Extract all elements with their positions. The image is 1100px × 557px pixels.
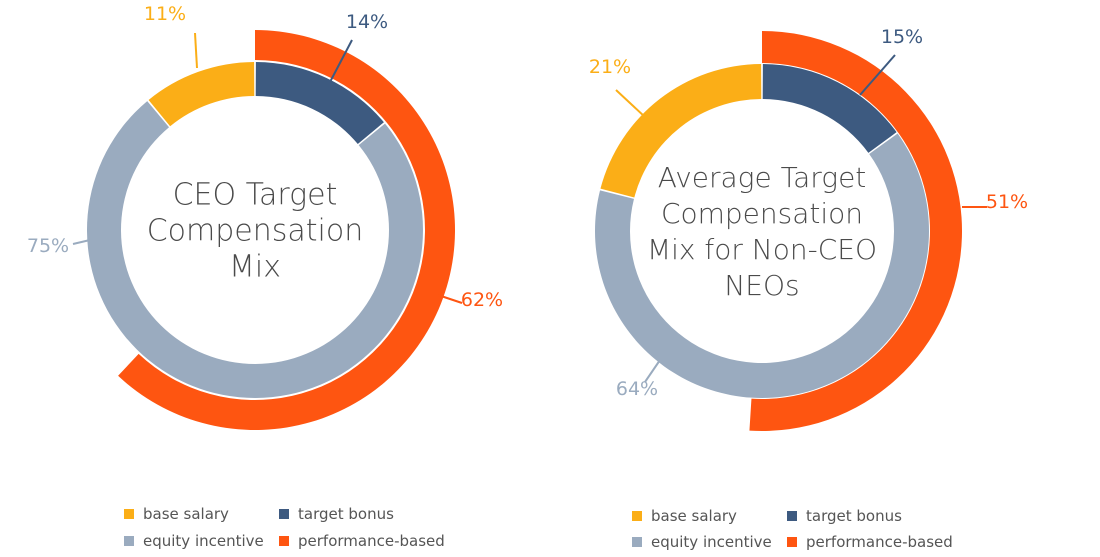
data-label-performance-based: 62%: [461, 289, 503, 311]
legend-swatch-performance-based: [279, 536, 289, 546]
leader-line: [644, 359, 661, 383]
leader-line: [329, 39, 353, 83]
legend-item-target-bonus: target bonus: [787, 507, 902, 525]
slice-base-salary: [148, 62, 255, 127]
legend-item-equity-incentive: equity incentive: [124, 532, 264, 550]
legend-label: target bonus: [806, 507, 902, 525]
legend-item-base-salary: base salary: [632, 507, 737, 525]
chart-title-line: Mix: [229, 250, 281, 285]
slice-base-salary: [600, 64, 762, 198]
chart-title-line: Mix for Non-CEO: [647, 233, 877, 266]
chart-title-line: Compensation: [147, 214, 364, 249]
chart-title-line: CEO Target: [173, 178, 338, 213]
legend-swatch-equity-incentive: [124, 536, 134, 546]
data-label-equity-incentive: 64%: [616, 378, 658, 400]
legend-item-performance-based: performance-based: [279, 532, 445, 550]
legend-swatch-target-bonus: [787, 511, 797, 521]
slice-performance-based-outer: [749, 31, 963, 432]
chart-title-line: Average Target: [658, 161, 867, 194]
legend-label: equity incentive: [143, 532, 264, 550]
legend-item-target-bonus: target bonus: [279, 505, 394, 523]
legend-label: base salary: [143, 505, 229, 523]
data-label-base-salary: 21%: [589, 56, 631, 78]
data-label-performance-based: 51%: [986, 191, 1028, 213]
chart-title-line: NEOs: [724, 269, 799, 302]
leader-line: [615, 89, 646, 118]
legend-swatch-equity-incentive: [632, 537, 642, 547]
legend-swatch-target-bonus: [279, 509, 289, 519]
data-label-equity-incentive: 75%: [27, 235, 69, 257]
legend-swatch-base-salary: [124, 509, 134, 519]
legend-item-performance-based: performance-based: [787, 533, 953, 551]
leader-line: [859, 54, 896, 96]
legend-label: target bonus: [298, 505, 394, 523]
legend-item-base-salary: base salary: [124, 505, 229, 523]
data-label-base-salary: 11%: [144, 3, 186, 25]
legend-label: base salary: [651, 507, 737, 525]
leader-line: [72, 239, 91, 245]
data-label-target-bonus: 14%: [346, 11, 388, 33]
slice-target-bonus: [255, 62, 384, 145]
chart-title-line: Compensation: [661, 197, 863, 230]
legend-swatch-base-salary: [632, 511, 642, 521]
slice-performance-based-outer: [118, 30, 455, 430]
slice-equity-incentive: [595, 133, 929, 399]
slice-equity-incentive: [87, 101, 424, 398]
slice-target-bonus: [762, 64, 897, 153]
legend-label: performance-based: [806, 533, 953, 551]
legend-swatch-performance-based: [787, 537, 797, 547]
legend-label: equity incentive: [651, 533, 772, 551]
legend-label: performance-based: [298, 532, 445, 550]
leader-line: [194, 32, 198, 69]
data-label-target-bonus: 15%: [881, 26, 923, 48]
leader-line: [437, 294, 463, 304]
legend-item-equity-incentive: equity incentive: [632, 533, 772, 551]
